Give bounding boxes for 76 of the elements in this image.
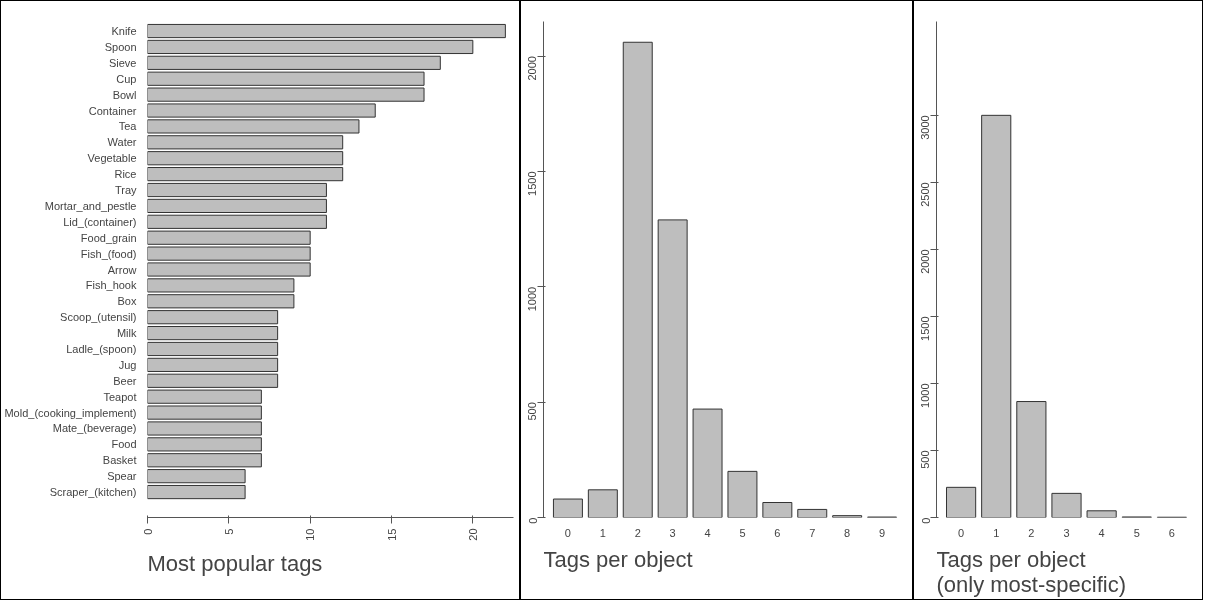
x-tick-label: 9 (879, 526, 886, 539)
y-tick-label: 500 (919, 450, 932, 469)
y-tick-label: Tea (118, 120, 138, 133)
bar (147, 341, 279, 357)
y-tick-label: Mate_(beverage) (52, 422, 137, 435)
x-tick-label: 15 (385, 528, 398, 541)
bar (147, 484, 246, 500)
x-tick-label: 6 (1168, 526, 1175, 539)
y-tick-label: Spoon (104, 40, 137, 53)
y-tick-label: 1000 (526, 286, 539, 312)
y-tick-label: Fish_hook (85, 279, 137, 292)
x-tick-label: 0 (958, 526, 965, 539)
x-tick-label: 3 (1063, 526, 1070, 539)
bar (147, 23, 506, 39)
x-tick-label: 2 (1028, 526, 1035, 539)
y-tick-label: Beer (113, 374, 137, 387)
y-tick-label: Spear (107, 470, 137, 483)
y-tick-label: Fish_(food) (80, 247, 137, 260)
bar (147, 325, 279, 341)
x-tick-label: 3 (669, 526, 676, 539)
x-tick-label: 5 (222, 528, 235, 535)
y-tick-label: Container (88, 104, 137, 117)
x-tick-label: 7 (809, 526, 816, 539)
y-tick-label: Bowl (112, 88, 137, 101)
y-tick-label: Scraper_(kitchen) (49, 486, 137, 499)
y-tick-label: 2000 (919, 249, 932, 274)
y-tick-label: 3000 (919, 115, 932, 140)
y-tick-label: Scoop_(utensil) (60, 311, 137, 324)
bar (147, 39, 474, 55)
y-tick-label: Knife (111, 25, 137, 38)
y-tick-label: Rice (114, 168, 137, 181)
y-tick-label: Lid_(container) (63, 215, 137, 228)
y-tick-label: Cup (116, 72, 137, 85)
y-tick-label: Milk (116, 327, 137, 340)
x-tick-label: 20 (466, 528, 479, 541)
x-tick-label: 2 (634, 526, 641, 539)
y-tick-label: Teapot (103, 390, 137, 403)
y-tick-label: Mold_(cooking_implement) (4, 406, 137, 419)
y-tick-label: Basket (102, 454, 137, 467)
x-tick-label: 4 (704, 526, 711, 539)
y-tick-label: 2500 (919, 182, 932, 207)
x-tick-label: 10 (304, 528, 317, 541)
y-tick-label: Food (111, 438, 137, 451)
y-tick-label: Mortar_and_pestle (44, 199, 137, 212)
x-tick-label: 5 (739, 526, 746, 539)
y-tick-label: Sieve (108, 56, 137, 69)
x-tick-label: 1 (599, 526, 606, 539)
bar (147, 198, 327, 214)
y-tick-label: Arrow (107, 263, 137, 276)
y-tick-label: 500 (526, 402, 539, 421)
y-tick-label: 0 (919, 517, 932, 524)
text: Tags per object (543, 546, 693, 572)
x-tick-label: 5 (1133, 526, 1140, 539)
x-tick-label: 1 (993, 526, 1000, 539)
text: Tags per object (only most-specific) (936, 546, 1126, 597)
x-tick-label: 0 (141, 528, 154, 535)
y-tick-label: Jug (118, 358, 137, 371)
text: Most popular tags (147, 550, 323, 576)
y-tick-label: 1500 (919, 316, 932, 341)
y-tick-label: Tray (114, 184, 137, 197)
y-tick-label: 2000 (526, 56, 539, 81)
y-tick-label: 0 (526, 517, 539, 524)
y-tick-label: Ladle_(spoon) (66, 342, 137, 355)
bar (147, 182, 327, 198)
x-tick-label: 4 (1098, 526, 1105, 539)
bar (147, 167, 344, 182)
y-tick-label: Vegetable (87, 152, 137, 165)
y-tick-label: 1500 (526, 171, 539, 196)
bar (147, 357, 279, 372)
y-tick-label: Box (117, 295, 137, 308)
x-tick-label: 0 (564, 526, 571, 539)
x-tick-label: 8 (844, 526, 851, 539)
y-tick-label: Water (107, 136, 137, 149)
x-tick-label: 6 (774, 526, 781, 539)
y-tick-label: 1000 (919, 383, 932, 408)
y-tick-label: Food_grain (80, 231, 137, 244)
